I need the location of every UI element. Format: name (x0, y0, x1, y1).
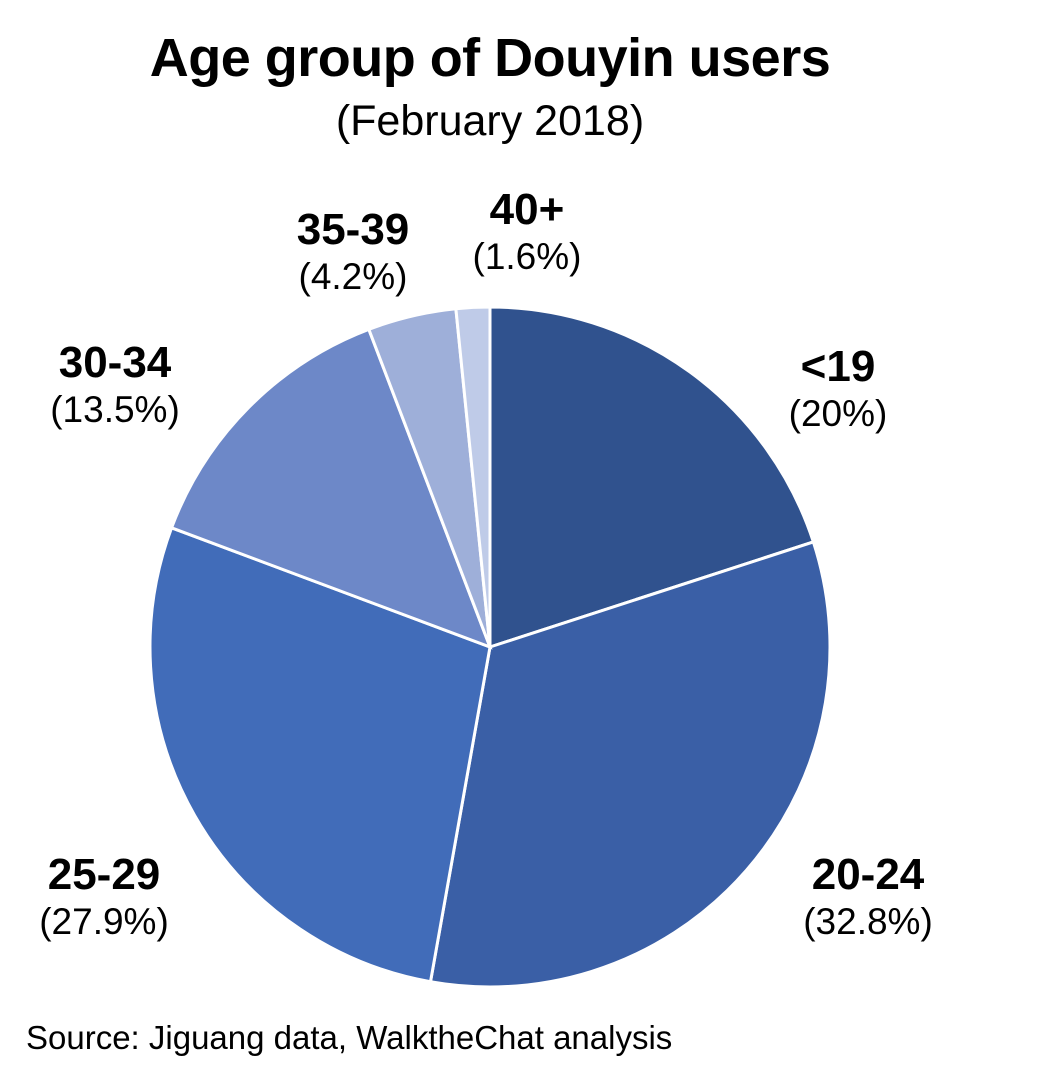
slice-label-25-29: 25-29 (27.9%) (0, 850, 224, 944)
chart-subtitle: (February 2018) (335, 97, 645, 145)
slice-label-under-19: <19 (20%) (718, 342, 958, 436)
source-note: Source: Jiguang data, WalktheChat analys… (26, 1019, 673, 1056)
slice-value-label: (1.6%) (472, 236, 582, 277)
slice-value-label: (27.9%) (39, 901, 169, 942)
pie-slice-40-plus (454, 305, 492, 648)
slice-category-label: 30-34 (58, 338, 172, 387)
pie-slice-under-19 (488, 305, 816, 650)
slice-label-35-39: 35-39 (4.2%) (233, 205, 473, 299)
slice-label-20-24: 20-24 (32.8%) (748, 850, 988, 944)
slice-category-label: <19 (800, 342, 876, 391)
slice-category-label: 35-39 (296, 205, 410, 254)
slice-value-label: (20%) (788, 393, 888, 434)
slice-label-40-plus: 40+ (1.6%) (407, 185, 647, 279)
slice-value-label: (4.2%) (298, 256, 408, 297)
pie-slice-20-24 (428, 540, 832, 989)
pie-slice-25-29 (148, 525, 492, 984)
slice-value-label: (13.5%) (50, 389, 180, 430)
slice-category-label: 40+ (489, 185, 565, 234)
slice-category-label: 20-24 (811, 850, 925, 899)
slice-category-label: 25-29 (47, 850, 161, 899)
pie-slice-30-34 (169, 327, 493, 650)
slice-value-label: (32.8%) (803, 901, 933, 942)
slice-label-30-34: 30-34 (13.5%) (0, 338, 235, 432)
chart-title: Age group of Douyin users (149, 28, 831, 88)
